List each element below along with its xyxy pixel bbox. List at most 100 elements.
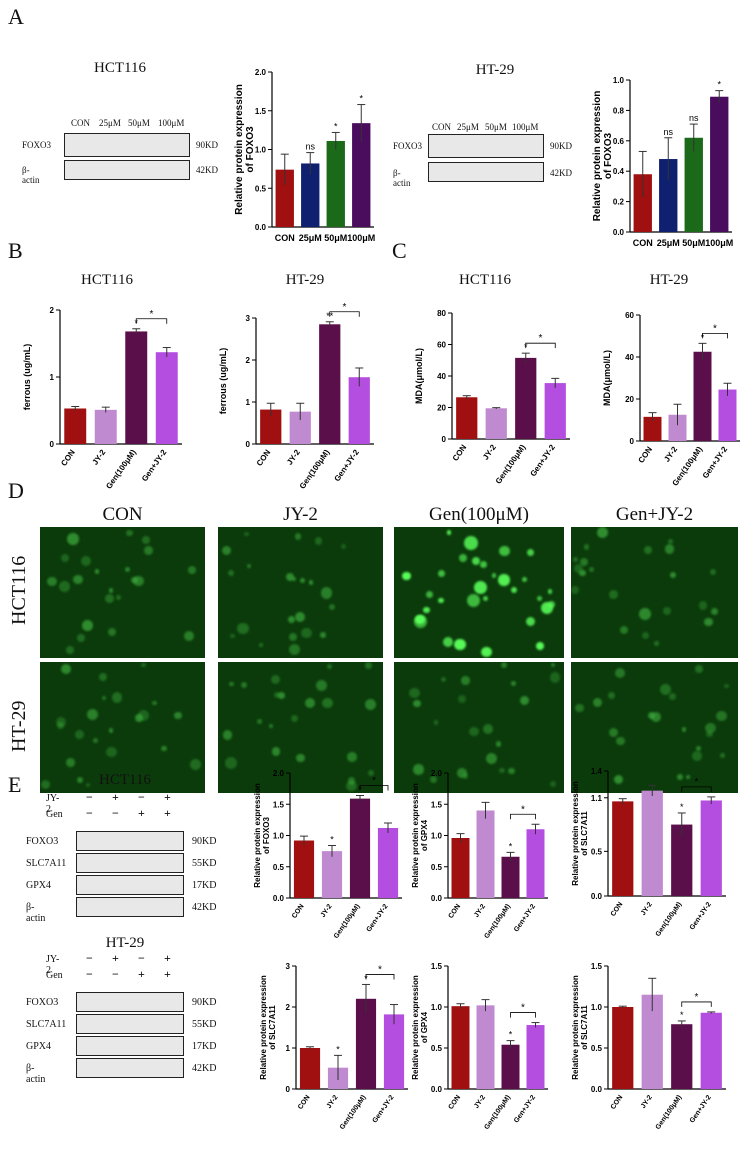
treatment-sign: + bbox=[164, 967, 171, 981]
y-tick-label: 1.5 bbox=[431, 800, 443, 809]
bar-chart-B1: 0 1 2 ferrous (ug/mL) CON JY-2 * Gen(100μM) Gen+… bbox=[22, 306, 182, 491]
fluorescence-image bbox=[394, 662, 564, 793]
lane-label: 25μM bbox=[99, 118, 121, 128]
kd-label: 17KD bbox=[192, 880, 217, 891]
western-blot-band bbox=[76, 1014, 184, 1034]
category-label: JY-2 bbox=[640, 901, 654, 917]
treatment-sign: + bbox=[112, 790, 119, 804]
significance-mark: * bbox=[539, 333, 543, 344]
kd-label: 55KD bbox=[192, 858, 217, 869]
lane-label: 100μM bbox=[158, 118, 185, 128]
y-tick-label: 2 bbox=[286, 1003, 291, 1012]
treatment-label: JY-2 bbox=[46, 954, 60, 976]
western-blot-band bbox=[76, 853, 184, 873]
fluorescence-image bbox=[40, 527, 205, 658]
treatment-label: JY-2 bbox=[46, 793, 60, 815]
category-label: Gen+JY-2 bbox=[371, 1094, 395, 1124]
treatment-sign: + bbox=[112, 951, 119, 965]
bar bbox=[326, 140, 345, 227]
significance-bracket bbox=[681, 1001, 712, 1007]
significance-mark: * bbox=[713, 323, 717, 334]
bar bbox=[718, 389, 737, 441]
significance-mark: ns bbox=[305, 142, 315, 152]
y-axis-label: Relative protein expressionof FOXO3 bbox=[253, 783, 271, 888]
y-tick-label: 1.4 bbox=[591, 767, 603, 776]
y-tick-label: 1.5 bbox=[591, 962, 603, 971]
fluorescence-image bbox=[571, 527, 738, 658]
bar bbox=[612, 801, 634, 896]
d-row-label: HT-29 bbox=[8, 700, 30, 752]
row-label: FOXO3 bbox=[26, 836, 59, 847]
c-hct116-title: HCT116 bbox=[459, 272, 511, 288]
category-label: Gen+JY-2 bbox=[689, 901, 713, 931]
bar bbox=[301, 163, 320, 227]
significance-bracket bbox=[702, 332, 728, 339]
y-tick-label: 1.0 bbox=[273, 832, 285, 841]
treatment-sign: − bbox=[138, 951, 145, 965]
c-ht29-title: HT-29 bbox=[649, 272, 689, 288]
bar bbox=[94, 409, 117, 444]
significance-mark: * bbox=[509, 1030, 513, 1040]
lane-label: 50μM bbox=[485, 122, 507, 132]
category-label: Gen+JY-2 bbox=[689, 1094, 713, 1124]
category-label: CON bbox=[610, 901, 625, 918]
bar bbox=[275, 169, 294, 227]
y-tick-label: 0.0 bbox=[255, 223, 267, 232]
bar-chart-A2: 0.0 0.2 0.4 0.6 0.8 1.0 Relative protein expre… bbox=[592, 76, 733, 248]
y-tick-label: 20 bbox=[437, 404, 446, 413]
significance-mark: * bbox=[521, 804, 525, 815]
row-label: SLC7A11 bbox=[26, 858, 67, 869]
y-axis-label: Relative protein expressionof SLC7A11 bbox=[571, 975, 589, 1080]
bar bbox=[501, 856, 520, 898]
bar bbox=[383, 1014, 405, 1089]
treatment-sign: + bbox=[164, 951, 171, 965]
d-row-label: HCT116 bbox=[8, 555, 30, 625]
bar-chart-A1: 0.0 0.5 1.0 1.5 2.0 Relative protein expressi… bbox=[234, 68, 375, 243]
significance-mark: * bbox=[717, 80, 721, 90]
y-tick-label: 2.0 bbox=[255, 68, 267, 77]
category-label: Gen(100μM) bbox=[333, 903, 362, 940]
y-tick-label: 2 bbox=[246, 356, 251, 365]
y-axis-label: ferrous (ug/mL) bbox=[22, 344, 32, 411]
fluorescence-image bbox=[218, 662, 383, 793]
panel-label-b: B bbox=[8, 238, 23, 263]
e-hct116-title: HCT116 bbox=[99, 772, 151, 788]
significance-bracket bbox=[510, 813, 536, 820]
y-tick-label: 0 bbox=[286, 1085, 291, 1094]
category-label: Gen+JY-2 bbox=[140, 448, 169, 484]
y-tick-label: 0.6 bbox=[613, 137, 625, 146]
e-ht29-title: HT-29 bbox=[105, 935, 145, 951]
y-tick-label: 60 bbox=[625, 311, 634, 320]
category-label: Gen+JY-2 bbox=[365, 903, 389, 933]
treatment-sign: + bbox=[164, 790, 171, 804]
lane-label: 25μM bbox=[457, 122, 479, 132]
category-label: 100μM bbox=[705, 238, 733, 248]
y-tick-label: 1.0 bbox=[431, 832, 443, 841]
bar bbox=[693, 351, 712, 441]
row-label: β-actin bbox=[26, 902, 46, 924]
fluorescence-image bbox=[218, 527, 383, 658]
western-blot-band bbox=[64, 133, 190, 157]
y-tick-label: 1 bbox=[286, 1044, 291, 1053]
category-label: JY-2 bbox=[473, 903, 487, 919]
y-tick-label: 3 bbox=[286, 962, 291, 971]
y-tick-label: 0 bbox=[630, 437, 635, 446]
bar bbox=[485, 408, 507, 439]
bar bbox=[544, 383, 566, 439]
y-tick-label: 0 bbox=[442, 435, 447, 444]
western-blot-band bbox=[428, 162, 544, 182]
kd-label: 17KD bbox=[192, 1041, 217, 1052]
row-label: SLC7A11 bbox=[26, 1019, 67, 1030]
significance-mark: * bbox=[509, 841, 513, 851]
category-label: JY-2 bbox=[91, 448, 108, 467]
y-axis-label: ferrous (ug/mL) bbox=[218, 348, 228, 415]
category-label: 100μM bbox=[347, 233, 375, 243]
western-blot-band bbox=[428, 134, 544, 158]
y-tick-label: 0.5 bbox=[431, 863, 443, 872]
category-label: CON bbox=[275, 233, 295, 243]
kd-label: 42KD bbox=[550, 168, 572, 178]
y-tick-label: 0.4 bbox=[613, 167, 625, 176]
row-label: GPX4 bbox=[26, 880, 52, 891]
row-label: FOXO3 bbox=[393, 141, 423, 151]
